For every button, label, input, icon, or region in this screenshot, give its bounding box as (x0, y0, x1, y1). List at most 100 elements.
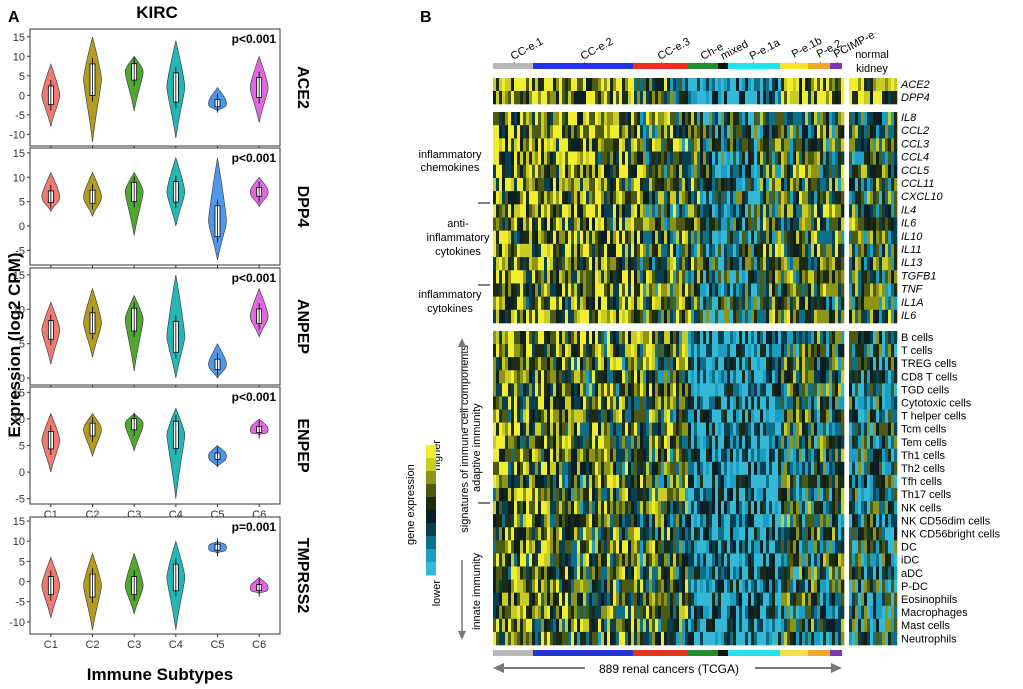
heat-cell (685, 78, 689, 92)
heat-cell-normal (882, 164, 886, 179)
heat-cell (820, 370, 824, 384)
heat-cell-normal (849, 370, 853, 384)
heat-cell (814, 177, 818, 192)
heat-cell (574, 514, 578, 528)
heat-cell (532, 488, 536, 502)
heat-cell (646, 151, 650, 166)
heat-cell (496, 309, 500, 324)
heat-cell (520, 230, 524, 245)
heat-cell (652, 230, 656, 245)
heat-cell (805, 448, 809, 463)
heat-cell (574, 344, 578, 358)
heat-cell (556, 357, 560, 371)
heat-cell-normal (894, 78, 898, 92)
heat-cell (835, 422, 839, 436)
heat-cell (643, 448, 647, 463)
heat-cell-normal (888, 125, 892, 139)
heat-cell (610, 78, 614, 92)
heat-cell (745, 344, 749, 358)
heat-cell-normal (891, 78, 895, 92)
heat-cell-normal (894, 230, 898, 245)
heat-cell-normal (861, 488, 865, 502)
heat-cell-normal (891, 112, 895, 126)
heat-cell (595, 461, 599, 476)
heat-cell (523, 125, 527, 139)
heat-cell (640, 243, 644, 258)
heat-cell (637, 296, 641, 311)
heat-cell (556, 344, 560, 358)
heat-cell (622, 164, 626, 179)
heat-cell (748, 370, 752, 384)
heat-cell (775, 177, 779, 192)
heat-cell-normal (864, 125, 868, 139)
heat-cell (541, 283, 545, 297)
heat-cell (643, 527, 647, 541)
heat-cell (835, 474, 839, 489)
heat-cell (778, 422, 782, 436)
heat-cell (709, 151, 713, 166)
heat-cell (841, 474, 845, 489)
heat-cell (814, 383, 818, 397)
heat-cell (694, 125, 698, 139)
heat-cell (706, 243, 710, 258)
heat-cell (736, 435, 740, 450)
heat-cell (643, 344, 647, 358)
heat-cell-normal (855, 283, 859, 297)
heat-cell-normal (858, 138, 862, 152)
heat-cell (742, 230, 746, 245)
heat-cell (589, 112, 593, 126)
heat-cell (781, 112, 785, 126)
heat-cell (607, 527, 611, 541)
heat-cell (547, 138, 551, 152)
heat-cell (781, 204, 785, 218)
heat-cell (559, 540, 563, 554)
heat-cell (691, 409, 695, 423)
heat-cell (751, 461, 755, 476)
heat-cell (568, 540, 572, 554)
heat-cell (598, 151, 602, 166)
heat-cell (715, 138, 719, 152)
heat-cell (676, 474, 680, 489)
heat-cell (646, 78, 650, 92)
heat-cell (796, 309, 800, 324)
heat-cell (631, 204, 635, 218)
heat-cell (715, 383, 719, 397)
heat-cell (703, 357, 707, 371)
heat-cell (520, 409, 524, 423)
heat-cell (535, 396, 539, 410)
heat-cell-normal (894, 217, 898, 231)
y-tick-label: 5 (19, 339, 25, 351)
heat-cell (793, 309, 797, 324)
heat-cell (652, 344, 656, 358)
heat-cell (574, 309, 578, 324)
heat-cell (517, 396, 521, 410)
heat-cell (793, 331, 797, 345)
heat-cell (841, 151, 845, 166)
heat-cell-normal (867, 488, 871, 502)
heat-cell-normal (894, 344, 898, 358)
heat-cell-normal (885, 409, 889, 423)
heat-cell (658, 217, 662, 231)
heat-cell (673, 78, 677, 92)
heat-cell (694, 461, 698, 476)
heat-cell (811, 217, 815, 231)
heat-cell (817, 138, 821, 152)
heat-cell-normal (876, 344, 880, 358)
heat-cell (835, 461, 839, 476)
heat-cell (592, 540, 596, 554)
heat-cell (574, 177, 578, 192)
heat-cell (796, 151, 800, 166)
heat-cell (724, 177, 728, 192)
heat-cell-normal (876, 191, 880, 205)
heat-cell (790, 112, 794, 126)
heat-cell (643, 553, 647, 567)
heat-cell (532, 91, 536, 105)
heat-cell (544, 357, 548, 371)
heat-cell-normal (876, 435, 880, 450)
heat-cell (514, 257, 518, 271)
heat-cell (499, 230, 503, 245)
heat-cell (766, 217, 770, 231)
heat-cell (826, 370, 830, 384)
heat-cell (502, 204, 506, 218)
heat-cell (652, 257, 656, 271)
